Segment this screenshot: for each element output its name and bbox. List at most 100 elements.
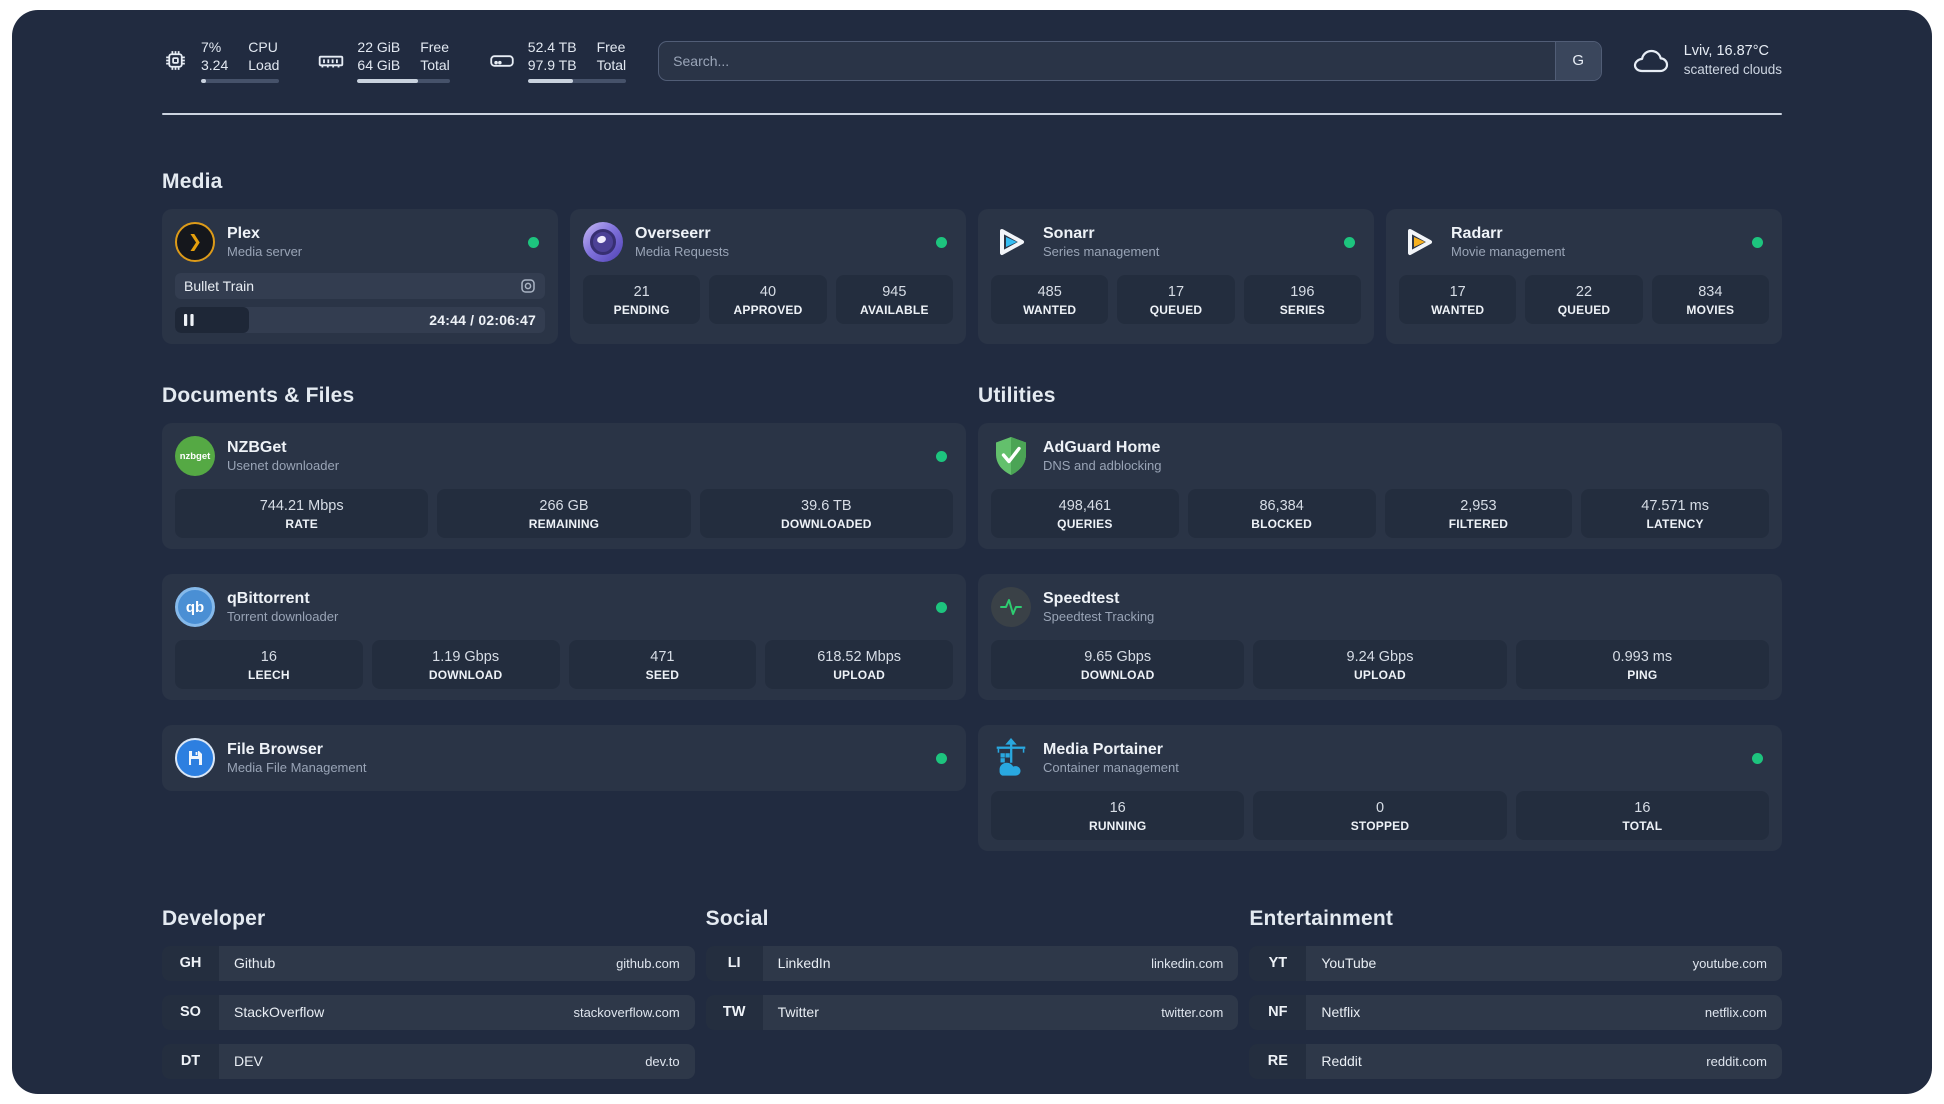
stat-tile: 40 APPROVED — [709, 275, 827, 325]
link-github[interactable]: GH Github github.com — [162, 945, 695, 981]
link-twitter[interactable]: TW Twitter twitter.com — [705, 994, 1239, 1030]
stat-tile: 16 RUNNING — [991, 791, 1245, 840]
section-utilities: Utilities AdGuard Home — [978, 384, 1782, 851]
link-abbr: LI — [705, 945, 763, 981]
link-abbr: NF — [1249, 994, 1307, 1030]
app-subtitle: Media File Management — [227, 759, 367, 775]
stat-tile: 2,953 FILTERED — [1384, 489, 1573, 539]
cpu-icon — [162, 47, 189, 74]
app-subtitle: Media server — [227, 243, 303, 259]
search-bar: G — [658, 40, 1602, 81]
qbittorrent-icon: qb — [175, 587, 215, 628]
cpu-progress-bar — [201, 79, 280, 84]
memory-values: 22 GiB 64 GiB — [357, 39, 401, 74]
disk-stat: 52.4 TB 97.9 TB Free Total — [488, 38, 627, 84]
link-url: reddit.com — [1706, 1053, 1767, 1069]
link-name: Reddit — [1321, 1053, 1362, 1070]
cpu-labels: CPU Load — [248, 39, 280, 74]
link-url: github.com — [616, 955, 680, 971]
link-netflix[interactable]: NF Netflix netflix.com — [1249, 994, 1782, 1030]
header-divider — [162, 113, 1782, 116]
playback-progress-bar: 24:44 / 02:06:47 — [175, 307, 545, 334]
pause-icon[interactable] — [184, 314, 194, 327]
app-subtitle: Torrent downloader — [227, 608, 339, 624]
link-abbr: GH — [162, 945, 219, 981]
stat-tile: 9.65 Gbps DOWNLOAD — [991, 640, 1245, 690]
link-youtube[interactable]: YT YouTube youtube.com — [1249, 945, 1782, 981]
overseerr-icon — [583, 222, 623, 263]
search-engine-button[interactable]: G — [1554, 41, 1601, 80]
app-subtitle: Usenet downloader — [227, 457, 340, 473]
weather-condition: scattered clouds — [1683, 62, 1782, 78]
app-card-overseerr[interactable]: Overseerr Media Requests 21 PENDING 40 APP… — [570, 209, 966, 345]
stat-tile: 744.21 Mbps RATE — [175, 489, 429, 539]
stat-tile: 47.571 ms LATENCY — [1581, 489, 1769, 539]
cpu-stat: 7% 3.24 CPU Load — [162, 38, 280, 84]
link-stackoverflow[interactable]: SO StackOverflow stackoverflow.com — [162, 994, 695, 1030]
stat-tile: 16 TOTAL — [1515, 791, 1769, 840]
weather-location: Lviv, 16.87°C — [1683, 42, 1770, 59]
app-card-portainer[interactable]: Media Portainer Container management 16 R… — [978, 725, 1782, 851]
section-title-utilities: Utilities — [978, 384, 1056, 408]
app-card-adguard[interactable]: AdGuard Home DNS and adblocking 498,461 Q… — [978, 423, 1782, 550]
stat-tile: 834 MOVIES — [1651, 275, 1769, 325]
link-url: twitter.com — [1161, 1004, 1224, 1020]
cloud-icon — [1630, 45, 1672, 77]
link-name: LinkedIn — [777, 955, 831, 972]
link-name: Twitter — [777, 1004, 819, 1021]
app-card-speedtest[interactable]: Speedtest Speedtest Tracking 9.65 Gbps DO… — [978, 574, 1782, 701]
link-linkedin[interactable]: LI LinkedIn linkedin.com — [705, 945, 1239, 981]
app-card-plex[interactable]: ❯ Plex Media server Bullet Train — [162, 209, 558, 345]
stat-tile: 39.6 TB DOWNLOADED — [699, 489, 953, 539]
sonarr-icon — [991, 222, 1031, 262]
app-name: Plex — [227, 224, 260, 242]
app-card-radarr[interactable]: Radarr Movie management 17 WANTED 22 QUEUE… — [1386, 209, 1782, 345]
stat-tile: 9.24 Gbps UPLOAD — [1253, 640, 1507, 690]
app-subtitle: DNS and adblocking — [1043, 457, 1162, 473]
stat-tile: 196 SERIES — [1243, 275, 1361, 325]
now-playing-title: Bullet Train — [184, 278, 255, 295]
link-name: Github — [234, 955, 276, 972]
link-abbr: DT — [162, 1043, 219, 1079]
cpu-values: 7% 3.24 — [201, 39, 229, 74]
status-dot — [1752, 752, 1763, 764]
stat-tile: 618.52 Mbps UPLOAD — [765, 640, 953, 690]
section-title-social: Social — [705, 906, 769, 930]
link-reddit[interactable]: RE Reddit reddit.com — [1249, 1043, 1782, 1079]
stat-tile: 21 PENDING — [583, 275, 701, 325]
section-title-documents: Documents & Files — [162, 384, 355, 408]
link-dev[interactable]: DT DEV dev.to — [162, 1043, 695, 1079]
stat-tile: 471 SEED — [568, 640, 757, 690]
app-card-qbittorrent[interactable]: qb qBittorrent Torrent downloader 16 LEEC… — [162, 574, 966, 701]
section-title-media: Media — [162, 170, 223, 194]
link-name: Netflix — [1321, 1004, 1361, 1021]
stat-tile: 17 WANTED — [1399, 275, 1517, 325]
app-subtitle: Media Requests — [635, 243, 729, 259]
stat-tile: 22 QUEUED — [1525, 275, 1643, 325]
memory-progress-bar — [357, 79, 450, 84]
app-card-sonarr[interactable]: Sonarr Series management 485 WANTED 17 QUE… — [978, 209, 1374, 345]
search-input[interactable] — [659, 41, 1555, 80]
plex-icon: ❯ — [175, 222, 215, 263]
section-title-developer: Developer — [162, 906, 266, 930]
stat-tile: 86,384 BLOCKED — [1187, 489, 1376, 539]
dashboard-frame: 7% 3.24 CPU Load — [12, 10, 1932, 1094]
app-name: File Browser — [227, 740, 324, 758]
section-developer: Developer GH Github github.com SO StackO… — [162, 907, 695, 1079]
memory-labels: Free Total — [420, 39, 450, 74]
link-url: dev.to — [645, 1053, 680, 1069]
status-dot — [1752, 236, 1763, 248]
portainer-icon — [991, 738, 1031, 778]
section-documents: Documents & Files nzbget NZBGet Usenet d… — [162, 384, 966, 792]
stat-tile: 16 LEECH — [175, 640, 363, 690]
weather-widget[interactable]: Lviv, 16.87°C scattered clouds — [1630, 42, 1782, 80]
link-name: DEV — [234, 1053, 263, 1070]
playback-time: 24:44 / 02:06:47 — [429, 312, 536, 329]
app-card-nzbget[interactable]: nzbget NZBGet Usenet downloader 744.21 M… — [162, 423, 966, 550]
link-name: YouTube — [1321, 955, 1377, 972]
status-dot — [936, 601, 947, 613]
app-card-filebrowser[interactable]: File Browser Media File Management — [162, 725, 966, 792]
app-subtitle: Movie management — [1451, 243, 1566, 259]
stat-tile: 1.19 Gbps DOWNLOAD — [371, 640, 560, 690]
link-abbr: SO — [162, 994, 219, 1030]
